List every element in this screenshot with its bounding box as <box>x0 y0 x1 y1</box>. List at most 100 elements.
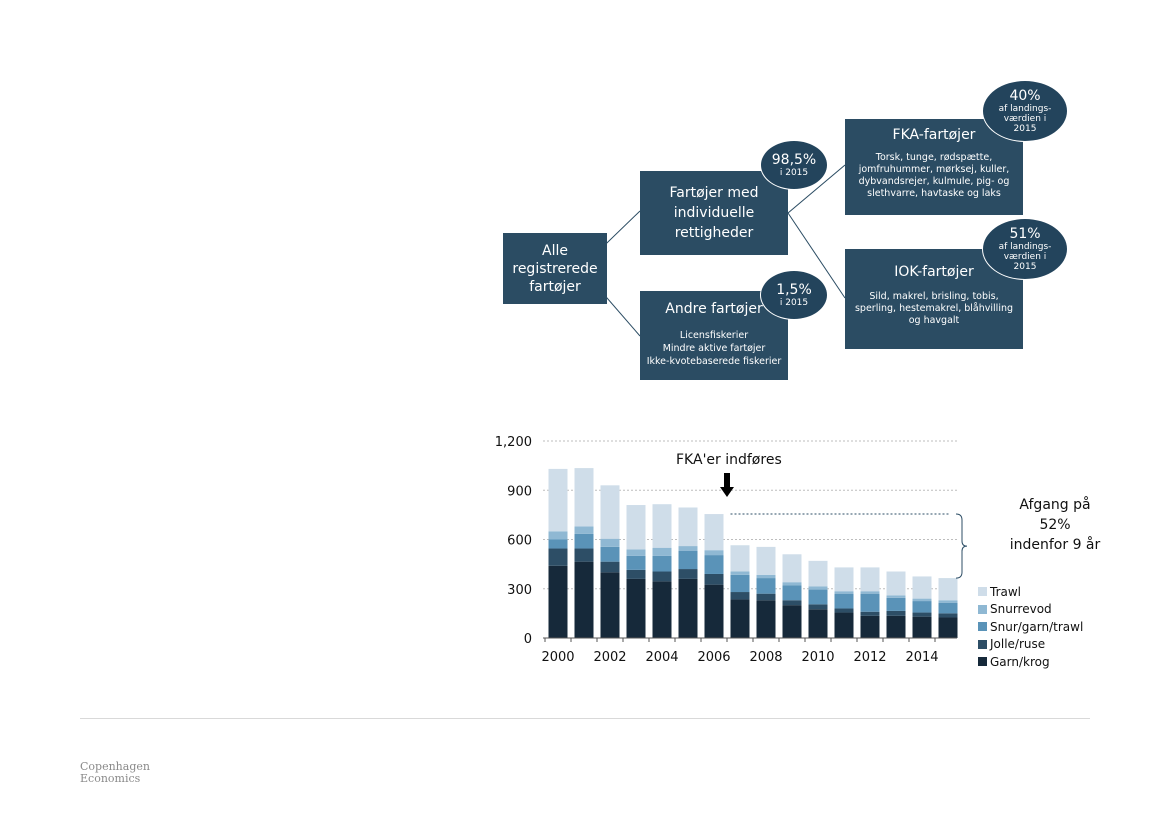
bar-segment-snurrevod-2013 <box>886 595 906 598</box>
bar-segment-snur-garn-trawl-2002 <box>600 546 620 562</box>
bar-segment-trawl-2008 <box>756 546 776 575</box>
bar-segment-snurrevod-2005 <box>678 546 698 551</box>
bar-segment-snurrevod-2014 <box>912 598 932 602</box>
bar-segment-snur-garn-trawl-2015 <box>938 602 958 614</box>
connector-individual-iok <box>787 212 846 299</box>
bar-segment-trawl-2010 <box>808 560 828 587</box>
legend-swatch <box>978 604 987 614</box>
bar-segment-trawl-2012 <box>860 567 880 592</box>
bar-segment-trawl-2013 <box>886 571 906 596</box>
bar-segment-trawl-2000 <box>548 468 568 532</box>
other-share-bubble: 1,5% i 2015 <box>760 270 828 320</box>
iok-share-note: af landings- værdien i 2015 <box>998 241 1052 272</box>
bar-segment-trawl-2015 <box>938 578 958 601</box>
bar-segment-snurrevod-2015 <box>938 600 958 603</box>
legend-label: Snurrevod <box>990 602 1052 617</box>
bar-segment-garn-krog-2010 <box>808 609 828 638</box>
bar-segment-jolle-ruse-2015 <box>938 613 958 618</box>
bar-segment-jolle-ruse-2011 <box>834 608 854 613</box>
bar-segment-jolle-ruse-2014 <box>912 612 932 617</box>
fka-event-arrow <box>720 473 734 497</box>
root-label: Alle registrerede fartøjer <box>512 242 598 295</box>
fka-box: FKA-fartøjer Torsk, tunge, rødspætte, jo… <box>845 119 1023 215</box>
bar-segment-snurrevod-2012 <box>860 591 880 594</box>
bar-segment-snurrevod-2008 <box>756 574 776 579</box>
fka-label: FKA-fartøjer <box>892 127 976 143</box>
bar-segment-garn-krog-2015 <box>938 617 958 638</box>
bar-segment-garn-krog-2012 <box>860 615 880 638</box>
y-tick-label: 600 <box>507 534 532 549</box>
bar-segment-trawl-2006 <box>704 514 724 551</box>
bar-segment-trawl-2011 <box>834 567 854 592</box>
bar-segment-snur-garn-trawl-2014 <box>912 601 932 613</box>
bar-segment-garn-krog-2004 <box>652 581 672 638</box>
iok-share-bubble: 51% af landings- værdien i 2015 <box>982 218 1068 280</box>
legend-item: Trawl <box>978 583 1083 601</box>
bar-segment-garn-krog-2005 <box>678 578 698 638</box>
bar-segment-snurrevod-2000 <box>548 531 568 540</box>
bar-segment-snur-garn-trawl-2006 <box>704 555 724 574</box>
x-tick-label: 2006 <box>697 650 730 665</box>
legend-item: Garn/krog <box>978 653 1083 671</box>
legend-item: Jolle/ruse <box>978 636 1083 654</box>
bar-segment-snur-garn-trawl-2013 <box>886 597 906 611</box>
individual-share-value: 98,5% <box>771 151 817 168</box>
bar-segment-garn-krog-2009 <box>782 605 802 638</box>
bar-segment-snurrevod-2007 <box>730 571 750 575</box>
other-vessels-label: Andre fartøjer <box>665 301 763 317</box>
bar-segment-snur-garn-trawl-2003 <box>626 555 646 570</box>
bar-segment-snurrevod-2009 <box>782 582 802 586</box>
bar-segment-jolle-ruse-2000 <box>548 548 568 566</box>
bar-segment-snur-garn-trawl-2012 <box>860 593 880 612</box>
bar-segment-jolle-ruse-2008 <box>756 593 776 601</box>
bar-segment-jolle-ruse-2004 <box>652 571 672 582</box>
bar-segment-snurrevod-2003 <box>626 549 646 556</box>
decline-label: Afgang på 52% indenfor 9 år <box>1009 497 1101 553</box>
legend-swatch <box>978 657 987 667</box>
copenhagen-economics-logo: Copenhagen Economics <box>80 760 150 785</box>
connector-individual-fka <box>787 164 846 214</box>
bar-segment-trawl-2001 <box>574 468 594 527</box>
root-box: Alle registrerede fartøjer <box>503 233 607 304</box>
bar-segment-snur-garn-trawl-2010 <box>808 589 828 605</box>
bar-segment-garn-krog-2008 <box>756 600 776 638</box>
bar-segment-trawl-2009 <box>782 554 802 583</box>
bar-segment-trawl-2004 <box>652 504 672 548</box>
other-vessels-desc: Licensfiskerier Mindre aktive fartøjer I… <box>646 330 782 367</box>
individual-rights-label: Fartøjer med individuelle rettigheder <box>669 185 759 241</box>
individual-share-bubble: 98,5% i 2015 <box>760 140 828 190</box>
individual-share-note: i 2015 <box>779 167 809 178</box>
bar-segment-garn-krog-2006 <box>704 584 724 638</box>
bar-segment-garn-krog-2003 <box>626 578 646 638</box>
bar-segment-snurrevod-2010 <box>808 586 828 590</box>
legend-item: Snurrevod <box>978 601 1083 619</box>
legend-item: Snur/garn/trawl <box>978 618 1083 636</box>
bar-segment-snurrevod-2004 <box>652 547 672 556</box>
bar-segment-snur-garn-trawl-2008 <box>756 578 776 594</box>
bar-segment-snur-garn-trawl-2004 <box>652 555 672 572</box>
bar-segment-snur-garn-trawl-2005 <box>678 550 698 570</box>
bar-segment-snur-garn-trawl-2011 <box>834 593 854 609</box>
x-tick-label: 2012 <box>853 650 886 665</box>
x-tick-label: 2008 <box>749 650 782 665</box>
bar-segment-snurrevod-2011 <box>834 591 854 594</box>
legend-label: Trawl <box>990 584 1022 599</box>
bar-segment-jolle-ruse-2002 <box>600 561 620 573</box>
individual-rights-box: Fartøjer med individuelle rettigheder <box>640 171 788 255</box>
bar-segment-snurrevod-2006 <box>704 550 724 556</box>
bar-segment-trawl-2005 <box>678 507 698 547</box>
bar-segment-snurrevod-2001 <box>574 526 594 534</box>
bar-segment-garn-krog-2014 <box>912 616 932 638</box>
y-tick-label: 1,200 <box>495 435 532 450</box>
x-tick-label: 2000 <box>541 650 574 665</box>
fka-share-bubble: 40% af landings- værdien i 2015 <box>982 80 1068 142</box>
legend-label: Garn/krog <box>990 654 1050 669</box>
bar-segment-snur-garn-trawl-2007 <box>730 574 750 593</box>
y-tick-label: 900 <box>507 484 532 499</box>
bar-segment-snur-garn-trawl-2001 <box>574 533 594 549</box>
bar-segment-garn-krog-2007 <box>730 599 750 638</box>
x-tick-label: 2010 <box>801 650 834 665</box>
bar-segment-jolle-ruse-2005 <box>678 569 698 579</box>
x-tick-label: 2014 <box>905 650 938 665</box>
